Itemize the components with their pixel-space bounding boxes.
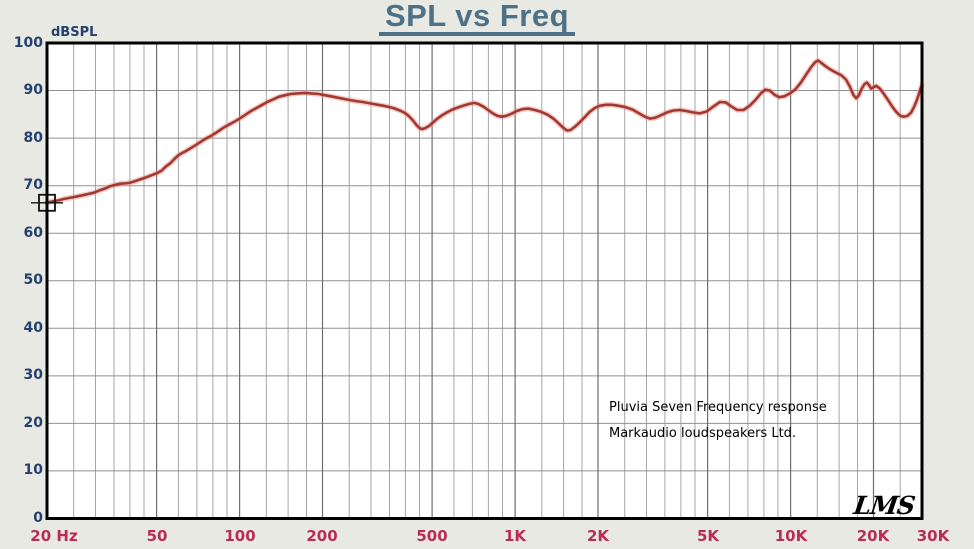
page-title: SPL vs Freq	[378, 0, 576, 36]
y-tick-label-10: 10	[23, 462, 43, 478]
y-tick-label-0: 0	[33, 510, 43, 526]
y-tick-label-30: 30	[23, 367, 43, 383]
y-axis-unit-label: dBSPL	[51, 25, 98, 40]
y-tick-label-90: 90	[23, 82, 43, 98]
x-tick-label-100: 100	[224, 527, 256, 545]
y-tick-label-60: 60	[23, 225, 43, 241]
x-tick-label-10K: 10K	[774, 527, 808, 545]
y-tick-label-100: 100	[13, 35, 43, 51]
x-tick-label-1K: 1K	[503, 527, 527, 545]
x-tick-label-5K: 5K	[696, 527, 720, 545]
spl-curve	[45, 59, 924, 205]
plot-border	[45, 41, 924, 520]
annotation-company-name: Markaudio loudspeakers Ltd.	[609, 426, 797, 441]
x-tick-label-50: 50	[146, 527, 168, 545]
chart-title-wrap: SPL vs Freq	[0, 0, 954, 36]
x-tick-label-200: 200	[306, 527, 338, 545]
x-tick-label-2K: 2K	[586, 527, 610, 545]
x-tick-label-30K: 30K	[916, 527, 950, 545]
lms-signature: LMS	[851, 491, 917, 520]
x-tick-label-20K: 20K	[856, 527, 890, 545]
y-tick-label-70: 70	[23, 177, 43, 193]
y-tick-label-80: 80	[23, 130, 43, 146]
x-tick-label-500: 500	[416, 527, 448, 545]
y-tick-label-40: 40	[23, 320, 43, 336]
x-tick-label-20-Hz: 20 Hz	[30, 527, 78, 545]
annotation-device-name: Pluvia Seven Frequency response	[609, 400, 827, 415]
y-tick-label-50: 50	[23, 272, 43, 288]
y-tick-label-20: 20	[23, 415, 43, 431]
